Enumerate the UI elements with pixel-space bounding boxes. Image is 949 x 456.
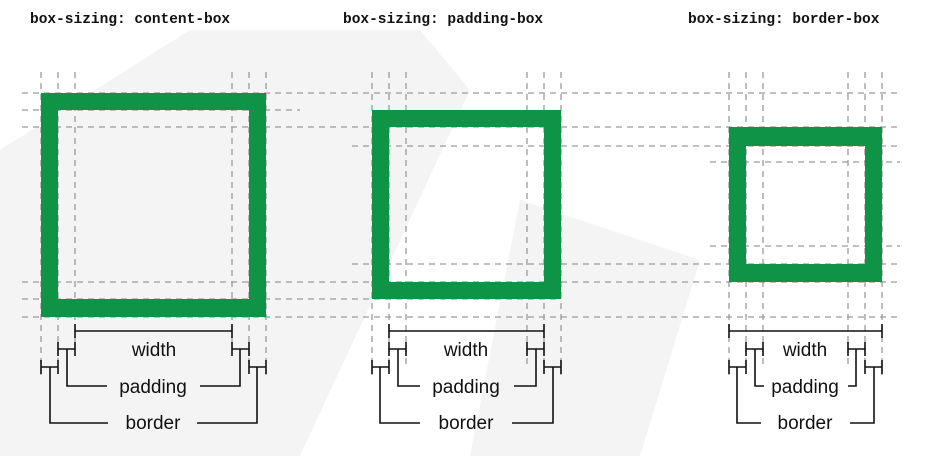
title-content-box: box-sizing: content-box bbox=[30, 12, 231, 28]
padding-box-measurements bbox=[371, 324, 562, 424]
border-box-border bbox=[729, 127, 882, 282]
padding-box-width-label: width bbox=[443, 340, 488, 361]
border-box-measurements bbox=[728, 324, 883, 424]
content-box-measurements bbox=[40, 324, 267, 424]
content-box-border-label: border bbox=[126, 413, 182, 434]
border-box-border-label: border bbox=[778, 413, 834, 434]
title-padding-box: box-sizing: padding-box bbox=[343, 12, 544, 28]
padding-box-padding-label: padding bbox=[432, 377, 500, 398]
border-box-padding-label: padding bbox=[771, 377, 839, 398]
padding-box-border-label: border bbox=[439, 413, 495, 434]
border-box-width-label: width bbox=[782, 340, 827, 361]
content-box-width-label: width bbox=[131, 340, 176, 361]
title-border-box: box-sizing: border-box bbox=[688, 12, 880, 28]
content-box-padding-label: padding bbox=[119, 377, 187, 398]
